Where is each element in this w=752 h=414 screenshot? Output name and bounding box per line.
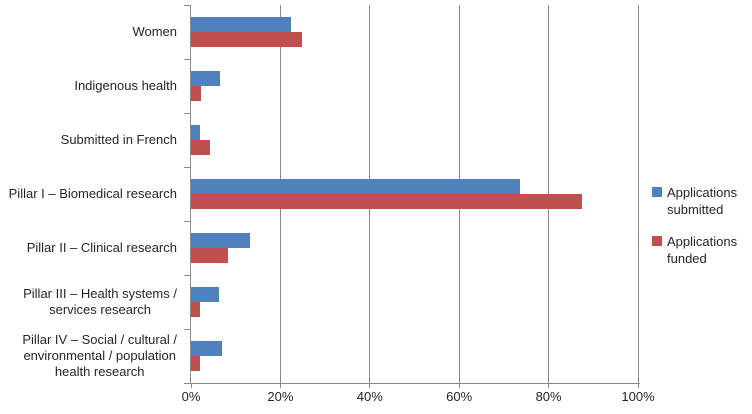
bar-applications-funded [191,302,201,317]
category-tick [184,167,191,168]
category-tick [184,275,191,276]
bar-applications-funded [191,356,201,371]
value-axis-label-80%: 80% [535,389,562,404]
value-tick-40% [369,383,371,388]
value-axis-label-0%: 0% [181,389,201,404]
category-label-text: Pillar II – Clinical research [26,240,177,255]
bar-applications-submitted [191,179,520,194]
legend-item-applications-submitted: Applications submitted [652,184,737,218]
bar-applications-funded [191,194,583,209]
bar-applications-funded [191,32,302,47]
legend-swatch-icon [652,236,662,246]
category-label: Pillar II – Clinical research [0,221,184,275]
value-tick-60% [458,383,460,388]
gridline-100% [637,5,639,383]
bar-applications-funded [191,140,211,155]
category-label-text: Pillar I – Biomedical research [8,186,177,201]
category-label-text: Women [132,24,177,39]
value-axis-line [184,383,640,384]
category-label-text: Indigenous health [74,78,177,93]
value-tick-100% [637,383,639,388]
legend-label: Applications submitted [667,185,738,217]
value-axis-label-100%: 100% [621,389,655,404]
category-label: Women [0,5,184,59]
bar-applications-submitted [191,125,200,140]
bar-applications-submitted [191,287,220,302]
category-label: Pillar IV – Social / cultural / environm… [0,329,184,383]
legend-label: Applications funded [667,234,738,266]
category-tick [184,5,191,6]
category-axis-line [190,5,191,383]
category-tick [184,221,191,222]
bar-applications-funded [191,86,201,101]
legend-item-applications-funded: Applications funded [652,233,737,267]
bar-applications-submitted [191,17,291,32]
category-tick [184,383,191,384]
value-axis-label-20%: 20% [267,389,294,404]
value-tick-0% [190,383,192,388]
category-label-text: Pillar III – Health systems / services r… [23,286,177,317]
value-axis-label-60%: 60% [446,389,473,404]
category-label: Indigenous health [0,59,184,113]
category-label-text: Pillar IV – Social / cultural / environm… [22,332,177,379]
value-tick-20% [279,383,281,388]
bar-applications-submitted [191,233,251,248]
category-tick [184,329,191,330]
legend-swatch-icon [652,187,662,197]
category-label: Pillar I – Biomedical research [0,167,184,221]
value-axis-label-40%: 40% [356,389,383,404]
value-tick-80% [548,383,550,388]
legend: Applications submitted Applications funde… [652,184,737,267]
category-label-text: Submitted in French [60,132,177,147]
category-label: Submitted in French [0,113,184,167]
bar-applications-funded [191,248,229,263]
plot-area [191,5,639,383]
category-tick [184,59,191,60]
bar-applications-submitted [191,71,221,86]
bar-applications-submitted [191,341,223,356]
category-label: Pillar III – Health systems / services r… [0,275,184,329]
category-tick [184,113,191,114]
